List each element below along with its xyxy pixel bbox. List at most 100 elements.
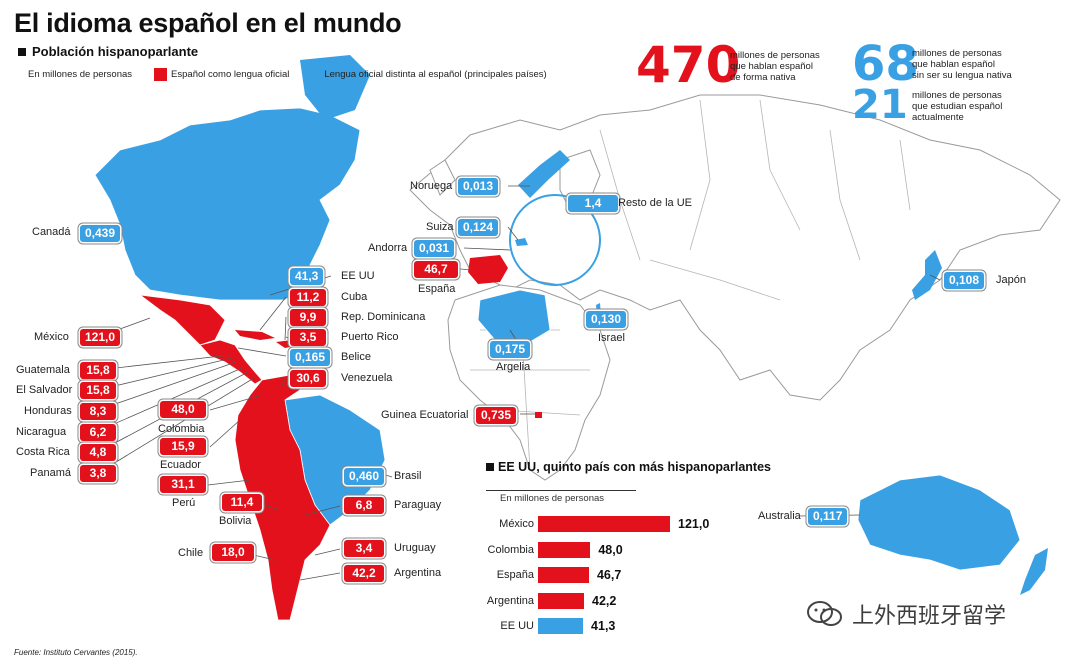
stat-students-value: 21 — [852, 82, 908, 128]
map-new-zealand — [1020, 548, 1048, 595]
stat-native-line: de forma nativa — [730, 72, 796, 83]
country-value-espana: 46,7 — [414, 261, 458, 278]
bar-value-label: 42,2 — [592, 593, 617, 608]
country-value-uruguay: 3,4 — [344, 540, 384, 557]
country-value-japon: 0,108 — [944, 272, 985, 289]
map-japan — [912, 250, 942, 300]
stat-students-line: que estudian español — [912, 101, 1003, 112]
stat-native-line: millones de personas — [730, 50, 820, 61]
bar-chart-title-rule — [486, 490, 636, 491]
stat-students-line: actualmente — [912, 112, 964, 123]
country-label-guinea: Guinea Ecuatorial — [381, 409, 469, 421]
country-label-puertorico: Puerto Rico — [341, 331, 399, 343]
country-value-andorra: 0,031 — [414, 240, 455, 257]
map-equatorial-guinea — [535, 412, 542, 418]
bar-chart-title-square-icon — [486, 463, 494, 471]
legend-unit: En millones de personas — [28, 69, 133, 80]
country-value-mexico: 121,0 — [80, 329, 121, 346]
map-australia — [857, 474, 1021, 571]
country-label-venezuela: Venezuela — [341, 372, 393, 384]
bar-category-label: EE UU — [500, 620, 534, 632]
country-label-ecuador: Ecuador — [160, 459, 201, 471]
country-label-restoue: Resto de la UE — [618, 197, 692, 209]
bar — [538, 592, 585, 609]
wechat-icon — [807, 601, 842, 626]
country-label-japon: Japón — [996, 274, 1026, 286]
country-value-bolivia: 11,4 — [222, 494, 262, 511]
country-label-nicaragua: Nicaragua — [16, 426, 67, 438]
country-label-noruega: Noruega — [410, 180, 453, 192]
source-note: Fuente: Instituto Cervantes (2015). — [14, 648, 138, 657]
stat-native-text: millones de personas que hablan español … — [730, 50, 820, 83]
country-label-colombia: Colombia — [158, 423, 205, 435]
map-spanish-south-america — [234, 374, 331, 621]
legend-red-swatch — [154, 68, 168, 81]
bar-row: España 46,7 — [470, 565, 730, 585]
stat-nonnative-line: millones de personas — [912, 48, 1002, 59]
country-value-australia: 0,117 — [808, 508, 848, 525]
country-label-repdom: Rep. Dominicana — [341, 311, 426, 323]
map-spain — [468, 255, 508, 284]
map-central-america — [199, 339, 263, 385]
map-mexico — [138, 294, 226, 346]
legend-red-item: Español como lengua oficial — [154, 68, 289, 81]
bar-row: EE UU 41,3 — [470, 616, 730, 636]
map-norway — [518, 150, 570, 198]
country-label-eeuu: EE UU — [341, 270, 375, 282]
country-label-chile: Chile — [178, 547, 204, 559]
bar-value-label: 121,0 — [678, 517, 710, 531]
country-label-brasil: Brasil — [394, 470, 422, 482]
country-label-israel: Israel — [598, 332, 625, 344]
bar — [538, 567, 589, 583]
country-value-paraguay: 6,8 — [344, 497, 384, 514]
country-value-puertorico: 3,5 — [290, 329, 326, 346]
country-value-belice: 0,165 — [290, 349, 331, 366]
country-label-mexico: México — [34, 331, 69, 343]
country-label-panama: Panamá — [30, 467, 71, 479]
bar — [538, 618, 584, 634]
country-label-espana: España — [418, 283, 456, 295]
bar-row: Argentina 42,2 — [470, 591, 730, 611]
country-label-elsalvador: El Salvador — [16, 384, 73, 396]
bar-row: Colombia 48,0 — [470, 540, 730, 560]
country-label-bolivia: Bolivia — [219, 515, 252, 527]
country-value-guinea: 0,735 — [476, 407, 517, 424]
bar-chart-unit: En millones de personas — [500, 493, 605, 504]
legend: En millones de personas Español como len… — [28, 68, 547, 81]
country-label-cuba: Cuba — [341, 291, 368, 303]
bar-row: México 121,0 — [470, 514, 730, 534]
country-value-peru: 31,1 — [160, 476, 206, 493]
map-switzerland — [515, 238, 528, 246]
bar-value-label: 48,0 — [598, 542, 623, 557]
legend-blue-label: Lengua oficial distinta al español (prin… — [324, 69, 547, 81]
country-value-honduras: 8,3 — [80, 403, 116, 420]
subtitle-text: Población hispanoparlante — [32, 44, 199, 59]
country-label-honduras: Honduras — [24, 405, 72, 417]
country-value-panama: 3,8 — [80, 465, 116, 482]
country-label-belice: Belice — [341, 351, 371, 363]
country-value-colombia: 48,0 — [160, 401, 206, 418]
country-value-argelia: 0,175 — [490, 341, 531, 358]
country-value-eeuu: 41,3 — [290, 268, 324, 285]
country-value-canada: 0,439 — [80, 225, 121, 242]
stat-students-line: millones de personas — [912, 90, 1002, 101]
subtitle-square-icon — [18, 47, 26, 56]
bar-category-label: España — [496, 569, 534, 581]
country-label-costarica: Costa Rica — [16, 446, 70, 458]
page-title: El idioma español en el mundo — [14, 8, 402, 38]
eu-highlight-circle — [509, 194, 601, 286]
legend-blue-swatch — [307, 68, 321, 81]
country-label-suiza: Suiza — [426, 221, 454, 233]
country-label-paraguay: Paraguay — [394, 499, 442, 511]
country-value-nicaragua: 6,2 — [80, 424, 116, 441]
country-value-costarica: 4,8 — [80, 444, 116, 461]
stat-native-line: que hablan español — [730, 61, 813, 72]
country-label-canada: Canadá — [32, 226, 71, 238]
country-value-noruega: 0,013 — [458, 178, 499, 195]
stat-nonnative-text: millones de personas que hablan español … — [912, 48, 1012, 81]
bar-value-label: 41,3 — [591, 619, 616, 633]
country-value-cuba: 11,2 — [290, 289, 326, 306]
country-value-argentina: 42,2 — [344, 565, 384, 582]
watermark: 上外西班牙留学 — [806, 598, 1006, 630]
bar-category-label: Argentina — [486, 594, 534, 607]
